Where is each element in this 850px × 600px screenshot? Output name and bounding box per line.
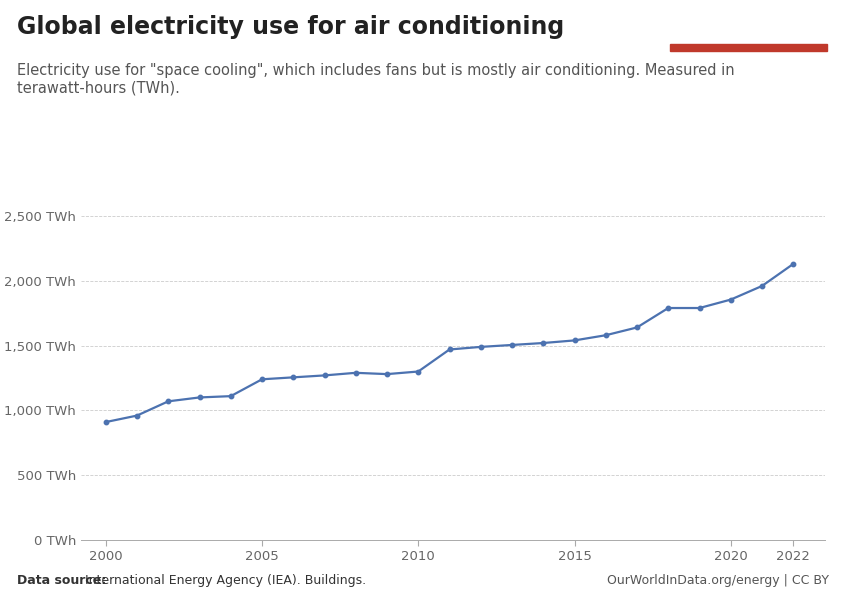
Text: Data source:: Data source: <box>17 574 106 587</box>
Bar <box>670 44 827 51</box>
Text: International Energy Agency (IEA). Buildings.: International Energy Agency (IEA). Build… <box>81 574 365 587</box>
Text: Global electricity use for air conditioning: Global electricity use for air condition… <box>17 15 564 39</box>
Text: in Data: in Data <box>724 26 773 40</box>
Text: Our World: Our World <box>715 12 782 25</box>
Text: OurWorldInData.org/energy | CC BY: OurWorldInData.org/energy | CC BY <box>607 574 829 587</box>
Text: Electricity use for "space cooling", which includes fans but is mostly air condi: Electricity use for "space cooling", whi… <box>17 63 734 95</box>
